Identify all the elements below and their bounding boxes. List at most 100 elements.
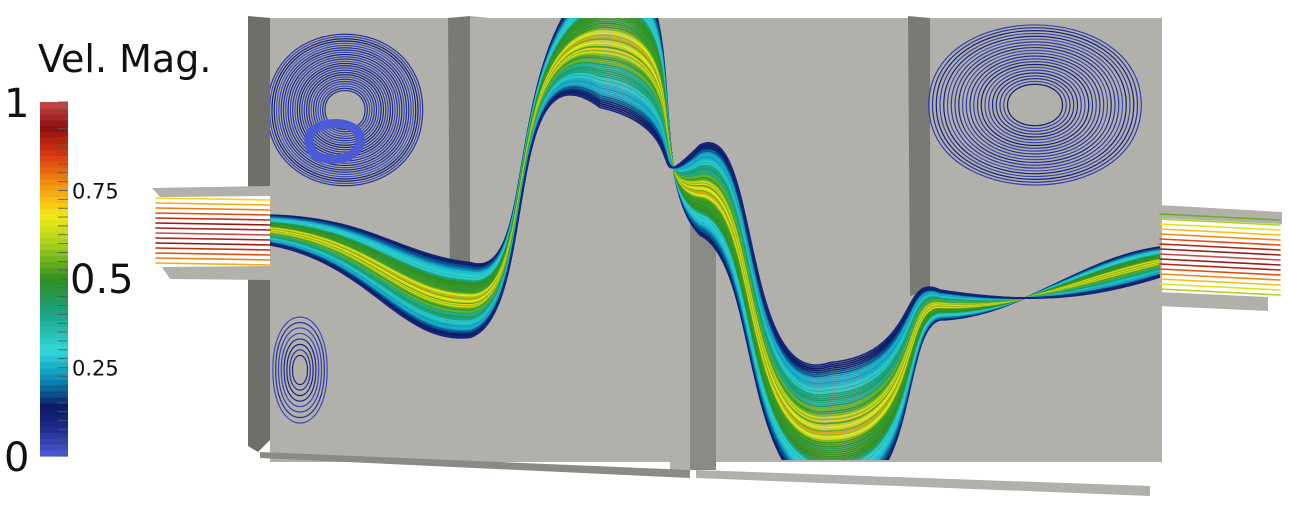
colorbar-segment <box>40 450 68 457</box>
recirculation-streamline <box>980 64 1090 146</box>
inlet-streamline <box>155 232 271 236</box>
recirculation-streamline <box>946 38 1124 172</box>
outlet-streamlines <box>1159 213 1281 296</box>
colorbar-segment <box>40 367 68 374</box>
recirculation-streamline <box>322 87 368 133</box>
colorbar-segment <box>40 161 68 168</box>
outlet-streamline <box>1159 268 1281 276</box>
inlet-streamline <box>155 262 271 266</box>
colorbar-segment <box>40 113 68 121</box>
colorbar-segment <box>40 155 68 162</box>
colorbar-segment <box>40 308 68 315</box>
colorbar-label: 0.75 <box>72 180 119 204</box>
outlet-streamline <box>1159 233 1281 241</box>
outlet-streamline <box>1159 283 1281 291</box>
baffle-top-right-shadow <box>908 16 930 296</box>
recirculation-streamline <box>961 49 1109 161</box>
colorbar-gradient <box>40 102 68 457</box>
recirculation-streamline <box>278 44 412 176</box>
baffle-top-left <box>470 16 490 282</box>
left-side-wall-lower <box>248 278 270 452</box>
colorbar-segment <box>40 320 68 327</box>
recirculation-streamline <box>291 354 309 386</box>
inlet-channel-top <box>152 186 270 197</box>
colorbar-segment <box>40 225 68 233</box>
colorbar-segment <box>40 149 68 156</box>
outlet-streamline <box>1159 228 1281 236</box>
inlet-streamline <box>155 227 271 231</box>
recirculation-streamline <box>270 33 424 187</box>
left-side-wall <box>248 16 270 196</box>
colorbar-segment <box>40 237 68 245</box>
colorbar-segment <box>40 184 68 192</box>
recirculation-streamline <box>312 78 378 142</box>
colorbar-segment <box>40 432 68 439</box>
colorbar-segment <box>40 349 68 357</box>
outlet-streamline <box>1159 288 1281 296</box>
inlet-streamline <box>155 242 271 246</box>
colorbar-segment <box>40 125 68 133</box>
outlet-streamline <box>1159 263 1281 271</box>
colorbar-label: 1 <box>4 81 29 127</box>
recirculation-streamline <box>280 332 320 408</box>
outlet-streamline <box>1159 218 1281 226</box>
colorbar-segment <box>40 102 68 109</box>
colorbar-label: 0.5 <box>70 257 134 303</box>
colorbar-segment <box>40 279 68 286</box>
recirculation-streamline <box>282 49 408 171</box>
recirculation-streamline <box>988 69 1082 141</box>
colorbar-segment <box>40 255 68 262</box>
recirculation-streamline <box>1003 80 1067 130</box>
inlet-streamline <box>155 217 271 221</box>
inlet-streamline <box>155 212 271 216</box>
colorbar-segment <box>40 444 68 451</box>
recirculation-streamline <box>943 35 1127 175</box>
baffle-bottom-mid <box>670 196 690 472</box>
inlet-streamline <box>155 202 271 206</box>
baffle-bottom-mid-side <box>690 196 716 470</box>
baffle-top-left-shadow <box>448 16 470 280</box>
colorbar-segment <box>40 343 68 351</box>
recirculation-streamline <box>1006 83 1064 127</box>
colorbar-segment <box>40 290 68 298</box>
colorbar-segment <box>40 172 68 180</box>
recirculation-streamline <box>999 78 1071 132</box>
outlet-streamline <box>1159 223 1281 231</box>
colorbar-segment <box>40 202 68 209</box>
recirculation-streamline <box>301 67 389 153</box>
inlet-streamlines <box>155 197 271 266</box>
recirculation-streamline <box>303 69 387 151</box>
outlet-streamline <box>1159 258 1281 266</box>
colorbar-segment <box>40 338 68 345</box>
recirculation-core <box>304 119 365 164</box>
colorbar-segment <box>40 391 68 398</box>
outlet-streamline <box>1159 238 1281 246</box>
colorbar-segment <box>40 208 68 215</box>
inlet-channel-bottom <box>162 266 270 280</box>
inlet-streamline <box>155 222 271 226</box>
colorbar-segment <box>40 426 68 433</box>
outlet-streamline <box>1159 253 1281 261</box>
colorbar-segment <box>40 397 68 404</box>
colorbar-segment <box>40 220 68 227</box>
colorbar-segment <box>40 137 68 144</box>
colorbar-segment <box>40 361 68 369</box>
recirculation-streamline <box>273 40 417 180</box>
colorbar-segment <box>40 178 68 186</box>
colorbar-segment <box>40 408 68 416</box>
floor-slab-left <box>260 452 690 478</box>
recirculation-streamline <box>984 66 1086 144</box>
colorbar-segment <box>40 267 68 274</box>
colorbar-segment <box>40 107 68 115</box>
streamlines <box>270 18 1160 460</box>
colorbar-labels: 1 0.75 0.5 0.25 0 <box>4 81 134 481</box>
recirculation-streamline <box>954 44 1116 166</box>
outlet-streamline <box>1159 273 1281 281</box>
recirculation-streamline <box>935 30 1135 180</box>
recirculation-streamline <box>976 61 1094 149</box>
colorbar-label: 0.25 <box>72 357 119 381</box>
colorbar-segment <box>40 332 68 339</box>
colorbar-segment <box>40 385 68 392</box>
colorbar-segment <box>40 373 68 380</box>
